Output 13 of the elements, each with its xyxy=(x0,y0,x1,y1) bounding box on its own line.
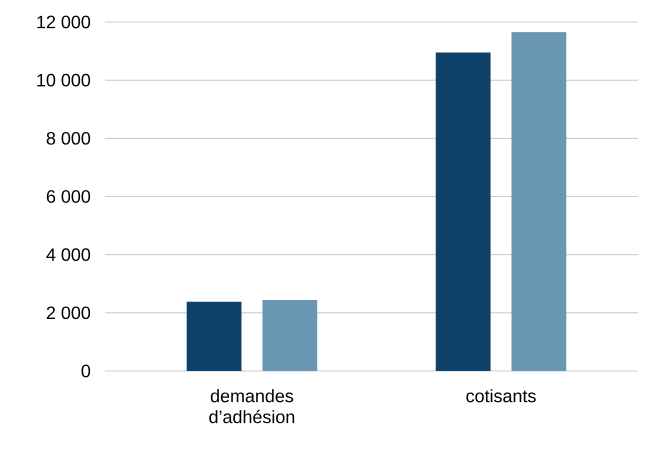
y-tick-label: 12 000 xyxy=(37,16,90,28)
bar xyxy=(436,52,491,371)
y-tick-label: 10 000 xyxy=(37,74,90,87)
bar xyxy=(186,302,242,371)
y-tick-label: 2 000 xyxy=(46,306,90,320)
x-tick-label: cotisants xyxy=(466,389,536,402)
y-tick-label: 8 000 xyxy=(46,132,90,145)
bar xyxy=(511,32,566,371)
y-tick-label: 0 xyxy=(82,364,90,378)
y-tick-label: 6 000 xyxy=(46,190,90,203)
x-tick-label: demandes d’adhésion xyxy=(209,389,294,424)
bar xyxy=(262,300,318,371)
y-tick-label: 4 000 xyxy=(46,248,90,262)
